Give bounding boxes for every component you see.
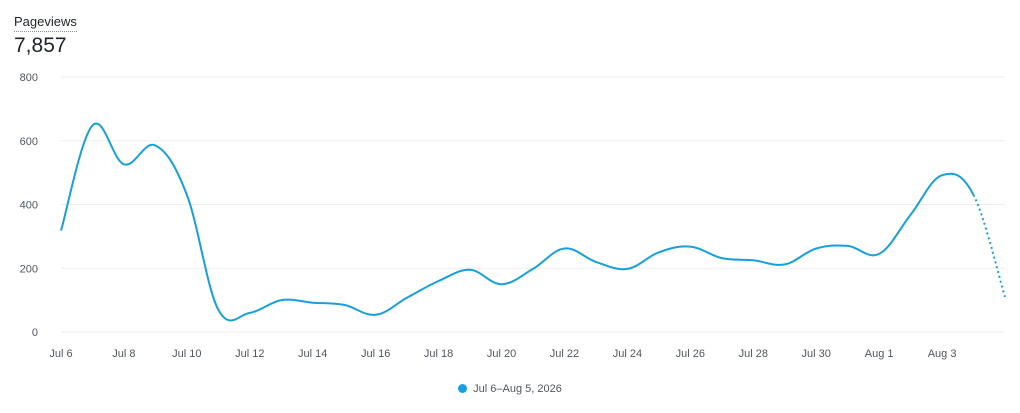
chart-legend[interactable]: Jul 6–Aug 5, 2026	[0, 383, 1020, 395]
data-point[interactable]	[560, 244, 568, 252]
y-tick-label: 600	[20, 136, 38, 148]
metric-value: 7,857	[14, 34, 67, 57]
y-tick-label: 400	[20, 200, 38, 212]
x-tick-label: Jul 24	[613, 348, 642, 360]
data-point[interactable]	[372, 311, 380, 319]
data-point[interactable]	[246, 309, 254, 317]
x-tick-label: Jul 20	[487, 348, 516, 360]
data-point[interactable]	[466, 266, 474, 274]
data-point[interactable]	[57, 227, 65, 235]
data-point[interactable]	[686, 243, 694, 251]
series-line-incomplete[interactable]	[972, 194, 1006, 298]
x-tick-label: Aug 1	[865, 348, 894, 360]
data-point[interactable]	[88, 121, 96, 129]
data-point[interactable]	[812, 244, 820, 252]
data-point[interactable]	[309, 299, 317, 307]
legend-label: Jul 6–Aug 5, 2026	[473, 383, 562, 395]
x-tick-label: Jul 8	[112, 348, 135, 360]
x-tick-label: Jul 30	[802, 348, 831, 360]
x-tick-label: Jul 16	[361, 348, 390, 360]
x-tick-label: Jul 10	[172, 348, 201, 360]
metric-label[interactable]: Pageviews	[14, 14, 77, 32]
x-tick-label: Jul 26	[676, 348, 705, 360]
data-point[interactable]	[970, 191, 978, 199]
data-point[interactable]	[151, 142, 159, 150]
data-point[interactable]	[655, 248, 663, 256]
x-tick-label: Jul 12	[235, 348, 264, 360]
data-point[interactable]	[938, 171, 946, 179]
legend-swatch	[458, 384, 468, 393]
data-point[interactable]	[403, 294, 411, 302]
data-point[interactable]	[277, 296, 285, 304]
data-point[interactable]	[907, 211, 915, 219]
series-line[interactable]	[60, 122, 975, 322]
x-tick-label: Jul 14	[298, 348, 327, 360]
data-point[interactable]	[718, 254, 726, 262]
data-point[interactable]	[623, 265, 631, 273]
data-point[interactable]	[435, 277, 443, 285]
data-point[interactable]	[749, 256, 757, 264]
x-tick-label: Jul 22	[550, 348, 579, 360]
data-point[interactable]	[340, 301, 348, 309]
x-tick-label: Jul 28	[739, 348, 768, 360]
data-point[interactable]	[120, 160, 128, 168]
x-tick-label: Jul 18	[424, 348, 453, 360]
y-tick-label: 0	[32, 327, 38, 339]
x-tick-label: Jul 6	[49, 348, 72, 360]
y-tick-label: 200	[20, 263, 38, 275]
data-point[interactable]	[781, 260, 789, 268]
data-point[interactable]	[1001, 293, 1009, 301]
x-tick-label: Aug 3	[928, 348, 957, 360]
data-point[interactable]	[592, 258, 600, 266]
data-point[interactable]	[183, 191, 191, 199]
data-point[interactable]	[844, 242, 852, 250]
data-point[interactable]	[529, 265, 537, 273]
data-point[interactable]	[875, 250, 883, 258]
y-tick-label: 800	[20, 72, 38, 84]
data-point[interactable]	[214, 306, 222, 314]
data-point[interactable]	[498, 280, 506, 288]
